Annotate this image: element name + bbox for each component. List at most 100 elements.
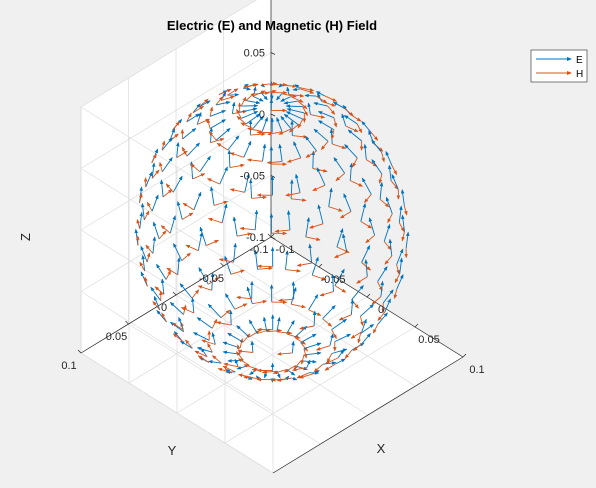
e-field-arrow (332, 101, 345, 109)
e-field-arrow (243, 87, 252, 91)
h-field-arrow (146, 201, 153, 212)
legend[interactable]: E H (530, 49, 588, 83)
h-field-arrow (257, 266, 274, 271)
h-field-arrow (270, 378, 287, 382)
h-field-arrow (229, 188, 245, 193)
h-field-arrow (257, 328, 272, 334)
h-field-arrow (344, 349, 353, 359)
e-field-arrow (250, 340, 255, 353)
e-field-arrow (343, 115, 358, 125)
e-field-arrow (379, 181, 384, 200)
e-field-arrow (280, 96, 292, 102)
h-field-arrow (350, 180, 364, 187)
e-field-arrow (252, 115, 264, 129)
h-field-arrow (394, 273, 401, 284)
y-tick (172, 291, 177, 296)
h-field-arrow (206, 239, 220, 247)
e-field-arrow (364, 259, 368, 277)
h-field-arrow (229, 163, 245, 169)
chart-title: Electric (E) and Magnetic (H) Field (167, 18, 377, 33)
h-field-arrow (324, 95, 338, 102)
e-field-arrow (233, 242, 237, 263)
e-field-arrow (152, 236, 157, 254)
h-field-arrow (185, 339, 193, 349)
y-tick (77, 349, 82, 354)
e-field-arrow (261, 93, 268, 101)
e-field-arrow (280, 115, 292, 130)
grid-line (80, 106, 274, 228)
e-field-arrow (172, 175, 183, 193)
h-field-arrow (331, 329, 337, 340)
h-field-arrow (370, 131, 379, 141)
e-field-arrow (150, 286, 162, 301)
e-field-arrow (231, 101, 236, 114)
h-field-arrow (403, 205, 408, 216)
e-field-arrow (317, 120, 335, 131)
h-field-arrow (278, 298, 294, 302)
h-field-arrow (151, 153, 157, 164)
h-field-arrow (276, 352, 293, 356)
z-tick (270, 52, 276, 55)
e-field-arrow (209, 110, 227, 117)
e-field-arrow (227, 332, 244, 343)
h-field-arrow (218, 88, 232, 96)
e-field-arrow (285, 104, 303, 108)
e-field-arrow (209, 186, 215, 206)
x-tick-label: 0.05 (418, 334, 439, 346)
h-field-arrow (300, 88, 315, 94)
e-field-arrow (196, 111, 202, 125)
e-field-arrow (337, 349, 345, 359)
h-field-arrow (209, 106, 214, 117)
h-field-arrow (371, 296, 382, 305)
h-field-arrow (312, 168, 328, 173)
e-field-arrow (293, 141, 302, 159)
e-field-arrow (179, 283, 193, 299)
y-tick (220, 262, 224, 267)
h-field-arrow (215, 96, 224, 106)
h-field-arrow (334, 285, 347, 293)
e-field-arrow (283, 113, 299, 125)
e-field-arrow (153, 221, 160, 240)
e-field-arrow (208, 360, 222, 364)
h-field-arrow (302, 106, 308, 117)
e-field-arrow (192, 332, 210, 341)
h-field-arrow (201, 339, 216, 345)
h-field-arrow (236, 295, 252, 300)
h-field-arrow (194, 350, 208, 358)
e-field-arrow (290, 179, 294, 199)
h-field-arrow (172, 121, 180, 131)
h-field-arrow (393, 288, 398, 300)
e-field-arrow (211, 332, 216, 345)
h-field-arrow (297, 118, 304, 129)
h-field-arrow (190, 163, 201, 173)
axes-grid (80, 0, 464, 474)
e-field-arrow (210, 272, 215, 291)
e-field-arrow (234, 358, 239, 367)
h-field-arrow (293, 360, 302, 370)
e-field-arrow (295, 173, 301, 193)
h-field-arrow (223, 362, 239, 368)
e-field-arrow (156, 263, 167, 280)
h-field-arrow (297, 100, 308, 110)
e-field-arrow (193, 191, 202, 211)
h-field-arrow (305, 236, 321, 241)
h-field-arrow (391, 165, 398, 176)
e-field-arrow (396, 248, 404, 265)
e-field-arrow (343, 193, 352, 212)
e-field-arrow (153, 295, 161, 311)
h-field-arrow (181, 252, 192, 261)
z-tick (270, 175, 276, 178)
x-tick-label: -0.1 (276, 244, 295, 256)
h-field-arrow (246, 158, 263, 162)
h-field-arrow (286, 157, 301, 163)
x-tick-label: 0.1 (469, 364, 484, 376)
e-field-arrow (161, 156, 173, 172)
h-field-arrow (245, 92, 256, 101)
h-field-arrow (356, 276, 368, 284)
e-field-arrow (254, 209, 259, 230)
e-field-arrow (371, 159, 383, 175)
h-field-arrow (216, 142, 229, 151)
e-field-arrow (304, 93, 317, 98)
h-field-arrow (387, 213, 393, 224)
e-field-arrow (160, 278, 165, 295)
